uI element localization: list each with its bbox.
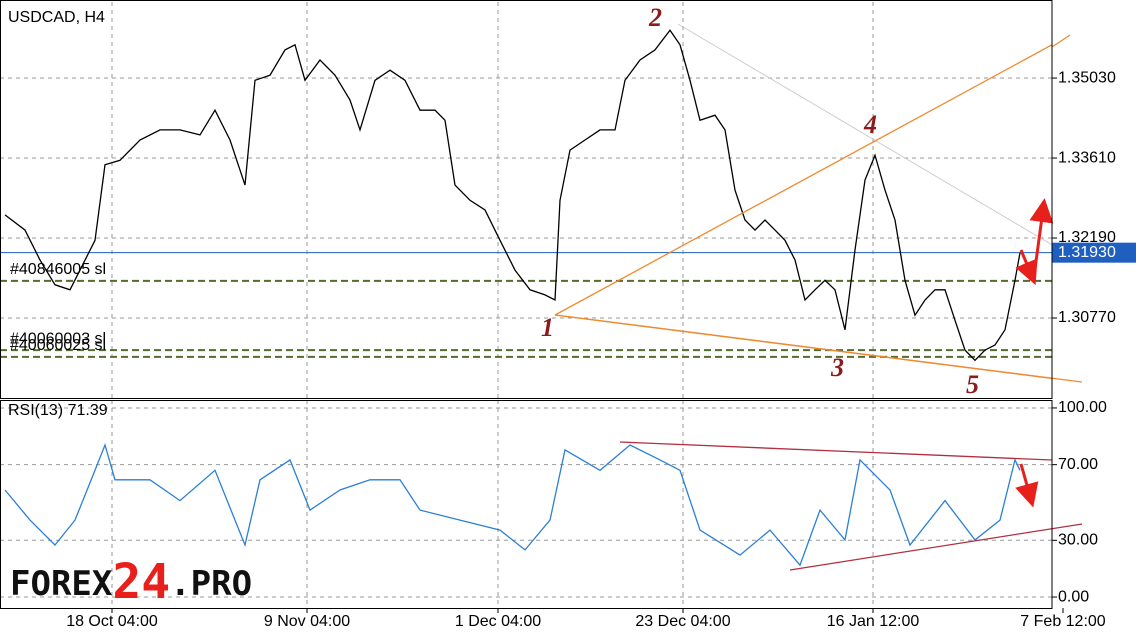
- rsi-panel-frame: [0, 400, 1053, 609]
- y-tick-label: 100.00: [1058, 399, 1107, 416]
- y-tick-label: 70.00: [1058, 456, 1098, 473]
- current-price-label: 1.31930: [1058, 244, 1116, 261]
- trend-line: [554, 314, 1083, 383]
- wave-label: 5: [966, 370, 979, 399]
- price-panel-frame: [0, 0, 1053, 399]
- wave-label: 1: [541, 313, 554, 342]
- x-tick-label: 7 Feb 12:00: [1020, 613, 1106, 630]
- rsi-trend-line: [789, 523, 1083, 571]
- rsi-trend-line: [619, 441, 1053, 461]
- y-tick-label: 1.35030: [1058, 69, 1116, 86]
- stop-level-label: #40060003 sl: [10, 330, 106, 347]
- watermark-part: .PRO: [170, 564, 252, 604]
- x-tick-label: 23 Dec 04:00: [635, 613, 730, 630]
- x-tick-label: 9 Nov 04:00: [264, 613, 350, 630]
- panel: [0, 400, 1052, 608]
- stop-level-label: #40846005 sl: [10, 261, 106, 278]
- y-tick-label: 30.00: [1058, 532, 1098, 549]
- arrow: [1029, 198, 1054, 277]
- y-tick-label: 1.33610: [1058, 149, 1116, 166]
- panel: [0, 2, 1052, 398]
- current-price-box: [1052, 242, 1136, 263]
- trend-line: [554, 44, 1052, 316]
- watermark-part: FOREX: [10, 564, 113, 604]
- x-tick-label: 18 Oct 04:00: [66, 613, 158, 630]
- chart-title: USDCAD, H4: [8, 9, 105, 26]
- trend-line: [1051, 34, 1071, 48]
- watermark: FOREX24.PRO: [10, 554, 252, 610]
- x-tick-label: 1 Dec 04:00: [455, 613, 541, 630]
- indicator-title: RSI(13) 71.39: [8, 402, 108, 419]
- arrow: [1015, 463, 1039, 508]
- watermark-part: 24: [112, 554, 170, 610]
- y-tick-label: 0.00: [1058, 588, 1089, 605]
- stop-level-label: #40060025 sl: [10, 337, 106, 354]
- wave-label: 4: [863, 110, 877, 139]
- series-line: [4, 29, 1021, 362]
- arrow: [1015, 249, 1038, 286]
- y-tick-label: 1.30770: [1058, 309, 1116, 326]
- x-tick-label: 16 Jan 12:00: [827, 613, 920, 630]
- series-line: [4, 442, 1021, 567]
- wave-label: 2: [648, 3, 662, 32]
- trend-line: [677, 23, 1052, 246]
- wave-label: 3: [830, 353, 844, 382]
- y-tick-label: 1.32190: [1058, 229, 1116, 246]
